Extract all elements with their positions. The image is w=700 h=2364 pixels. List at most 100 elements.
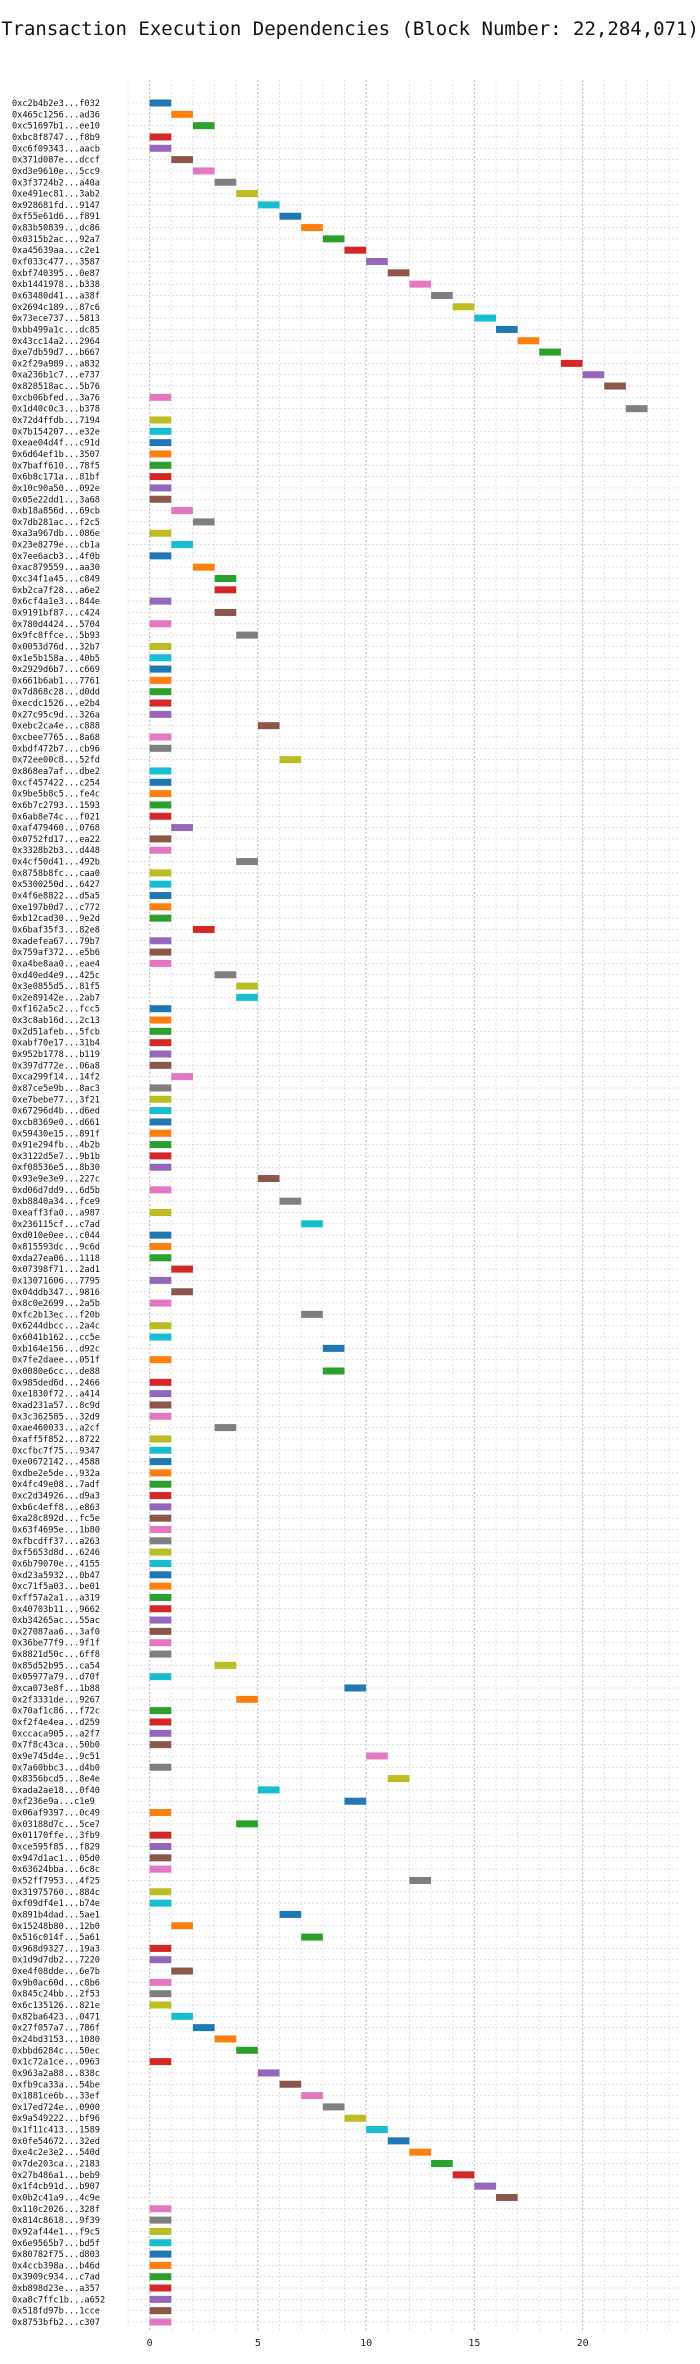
- transaction-bar: [149, 665, 172, 673]
- transaction-label: 0xe491ec81...3ab2: [12, 190, 100, 200]
- transaction-bar: [149, 790, 172, 798]
- transaction-bar: [149, 1492, 172, 1500]
- transaction-bar: [149, 1729, 172, 1737]
- transaction-bar: [149, 846, 172, 854]
- transaction-label: 0x36be77f9...9f1f: [12, 1639, 100, 1649]
- x-axis-ticks: 0 5 10 15 20: [147, 2338, 589, 2349]
- transaction-label: 0xe4f08dde...6e7b: [12, 1967, 100, 1977]
- transaction-label: 0x0315b2ac...92a7: [12, 235, 100, 245]
- transaction-label: 0x1e5b158a...40b5: [12, 654, 100, 664]
- transaction-label: 0x0053d76d...32b7: [12, 642, 100, 652]
- transaction-bar: [539, 348, 561, 356]
- transaction-bar: [582, 371, 605, 379]
- transaction-bar: [149, 1107, 172, 1115]
- transaction-label: 0xd3e9610e...5cc9: [12, 167, 100, 177]
- transaction-bar: [149, 1390, 172, 1398]
- transaction-label: 0x828518ac...5b76: [12, 382, 100, 392]
- transaction-label: 0x963a2a88...838c: [12, 2069, 100, 2079]
- transaction-bar: [431, 291, 453, 299]
- transaction-label: 0x63480d41...a38f: [12, 291, 100, 301]
- transaction-bar: [149, 1809, 172, 1817]
- transaction-bar: [149, 2227, 172, 2235]
- transaction-bar: [149, 1027, 172, 1035]
- transaction-label: 0xcb8369e0...d661: [12, 1118, 100, 1128]
- transaction-label: 0xcf457422...c254: [12, 778, 100, 788]
- transaction-label: 0x43cc14a2...2964: [12, 337, 100, 347]
- transaction-label: 0xecdc1526...e2b4: [12, 699, 100, 709]
- transaction-bar: [171, 541, 193, 549]
- transaction-bar: [149, 1299, 172, 1307]
- transaction-label: 0xcfbc7f75...9347: [12, 1446, 100, 1456]
- transaction-label: 0xbbd6284c...50ec: [12, 2046, 100, 2056]
- transaction-bar: [149, 1446, 172, 1454]
- transaction-label: 0xe197b0d7...c772: [12, 903, 100, 913]
- transaction-label: 0x31975760...884c: [12, 1888, 100, 1898]
- transaction-label: 0x83b50839...dc86: [12, 224, 100, 234]
- transaction-bar: [236, 993, 258, 1001]
- transaction-bar: [322, 235, 345, 243]
- transaction-bar: [149, 1503, 172, 1511]
- transaction-bar: [149, 1458, 172, 1466]
- transaction-bar: [301, 1220, 323, 1228]
- transaction-bar: [171, 1922, 193, 1930]
- transaction-bar: [149, 1061, 172, 1069]
- transaction-bar: [149, 1831, 172, 1839]
- transaction-label: 0x371d087e...dccf: [12, 156, 100, 166]
- transaction-label: 0xfc2b13ec...f20b: [12, 1310, 100, 1320]
- transaction-bar: [149, 1005, 172, 1013]
- transaction-bar: [149, 473, 172, 481]
- transaction-bar: [149, 1050, 172, 1058]
- transaction-label: 0x6c135126...821e: [12, 2001, 100, 2011]
- transaction-label: 0x1d40c0c3...b378: [12, 405, 100, 415]
- transaction-bar: [322, 1367, 345, 1375]
- transaction-bar: [192, 563, 215, 571]
- transaction-label: 0x72d4ffdb...7194: [12, 416, 100, 426]
- transaction-label: 0xb2ca7f28...a6e2: [12, 586, 100, 596]
- transaction-bar: [366, 1752, 388, 1760]
- transaction-label: 0x40703b11...9662: [12, 1605, 100, 1615]
- transaction-label: 0x3909c934...c7ad: [12, 2273, 100, 2283]
- transaction-bar: [149, 484, 172, 492]
- transaction-bar: [625, 405, 648, 413]
- transaction-label: 0x6041b162...cc5e: [12, 1333, 100, 1343]
- transaction-label: 0x968d9327...19a3: [12, 1944, 100, 1954]
- transaction-bar: [257, 722, 280, 730]
- transaction-bar: [171, 824, 193, 832]
- transaction-bar: [387, 1775, 410, 1783]
- transaction-bar: [344, 1684, 367, 1692]
- transaction-bar: [149, 1412, 172, 1420]
- transaction-bar: [149, 1095, 172, 1103]
- transaction-label: 0x1f4cb91d...b907: [12, 2182, 100, 2192]
- transaction-label: 0x2e89142e...2ab7: [12, 993, 100, 1003]
- transaction-label: 0xe7db59d7...b667: [12, 348, 100, 358]
- transaction-bar: [192, 925, 215, 933]
- transaction-bar: [149, 1571, 172, 1579]
- transaction-bar: [236, 1820, 258, 1828]
- transaction-bar: [149, 2307, 172, 2315]
- transaction-bar: [279, 2080, 302, 2088]
- transaction-label: 0x27b486a1...beb9: [12, 2171, 100, 2181]
- transaction-bar: [149, 676, 172, 684]
- transaction-label: 0xe1830f72...a414: [12, 1390, 100, 1400]
- transaction-bar: [236, 631, 258, 639]
- transaction-bar: [387, 269, 410, 277]
- transaction-bar: [192, 518, 215, 526]
- transaction-bar: [149, 892, 172, 899]
- transaction-label: 0xada2ae18...0f40: [12, 1786, 100, 1796]
- transaction-bar: [149, 495, 172, 503]
- transaction-label: 0x7b154207...e32e: [12, 427, 100, 437]
- transaction-label: 0xf5653d8d...6246: [12, 1548, 100, 1558]
- transaction-label: 0x1881ce6b...33ef: [12, 2092, 100, 2102]
- transaction-bar: [149, 1435, 172, 1443]
- transaction-bar: [344, 246, 367, 254]
- transaction-bar: [149, 99, 172, 107]
- transaction-label: 0x0752fd17...ea22: [12, 835, 100, 845]
- transaction-bar: [149, 1718, 172, 1726]
- x-tick-label: 10: [360, 2338, 372, 2349]
- transaction-bar: [149, 1378, 172, 1386]
- transaction-bar: [149, 2261, 172, 2269]
- transaction-bar: [149, 914, 172, 922]
- transaction-label: 0xae460033...a2cf: [12, 1424, 100, 1434]
- transaction-label: 0xe4c2e3e2...540d: [12, 2148, 100, 2158]
- transaction-label: 0x815593dc...9c6d: [12, 1242, 100, 1252]
